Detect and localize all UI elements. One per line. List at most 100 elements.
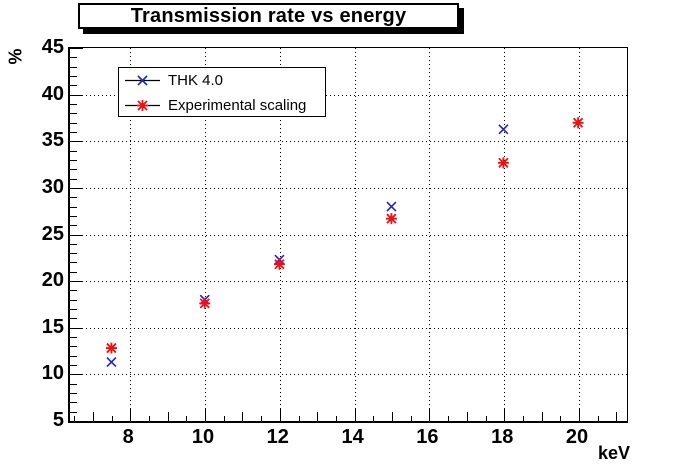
x-tick xyxy=(392,412,393,421)
x-tick xyxy=(560,416,562,421)
data-point-marker xyxy=(572,117,584,129)
y-tick xyxy=(70,383,77,385)
x-tick-label: 10 xyxy=(191,426,215,448)
y-tick xyxy=(70,178,77,180)
x-tick xyxy=(92,412,94,421)
x-marker-icon xyxy=(125,75,160,86)
y-tick xyxy=(70,290,77,292)
horizontal-gridline xyxy=(70,327,627,329)
x-tick xyxy=(410,416,412,421)
y-tick-label: 45 xyxy=(41,36,64,58)
y-tick xyxy=(70,346,77,348)
y-tick xyxy=(70,113,77,115)
legend-label: Experimental scaling xyxy=(168,97,307,114)
y-tick-label: 35 xyxy=(41,129,64,152)
horizontal-gridline xyxy=(70,94,627,96)
y-tick xyxy=(70,122,77,124)
y-tick xyxy=(70,411,77,413)
y-tick xyxy=(70,309,77,311)
asterisk-marker-icon xyxy=(125,100,160,111)
x-tick xyxy=(335,416,337,421)
x-tick-label: 14 xyxy=(341,426,364,448)
x-tick xyxy=(429,408,431,421)
x-tick xyxy=(279,408,281,421)
legend-label: THK 4.0 xyxy=(168,72,224,89)
y-tick xyxy=(70,48,83,49)
marker-layer xyxy=(105,117,584,368)
x-tick xyxy=(317,412,319,421)
y-tick xyxy=(70,234,83,236)
y-tick-label: 20 xyxy=(41,269,64,292)
data-point-marker xyxy=(105,342,117,354)
horizontal-gridline xyxy=(70,141,627,143)
x-tick-label: 12 xyxy=(266,426,289,448)
y-tick-label: 5 xyxy=(52,409,64,431)
x-tick-label: 20 xyxy=(565,426,589,448)
y-tick xyxy=(70,159,77,161)
y-tick xyxy=(70,187,83,189)
horizontal-gridline xyxy=(70,234,627,236)
y-tick xyxy=(70,85,77,87)
tick-layer xyxy=(70,48,627,422)
y-tick xyxy=(70,421,83,422)
x-tick xyxy=(466,412,468,421)
data-point-marker xyxy=(386,201,397,212)
y-tick xyxy=(70,197,77,199)
y-tick xyxy=(70,374,83,376)
y-tick xyxy=(70,337,77,339)
data-point-marker xyxy=(497,157,509,169)
y-tick xyxy=(70,327,83,329)
x-tick xyxy=(448,416,450,421)
x-tick xyxy=(167,412,169,421)
x-tick xyxy=(616,412,618,421)
x-tick xyxy=(579,408,580,421)
legend-entry-thk: THK 4.0 xyxy=(119,68,325,93)
y-tick xyxy=(70,253,77,255)
x-cross-glyph xyxy=(137,75,148,86)
y-tick xyxy=(70,131,77,133)
y-tick xyxy=(70,271,77,273)
x-tick xyxy=(373,416,375,421)
y-tick xyxy=(70,66,77,68)
y-tick xyxy=(70,365,77,367)
x-tick xyxy=(74,416,76,421)
y-tick xyxy=(70,262,77,264)
y-axis-title: % xyxy=(5,48,26,65)
x-tick-label: 18 xyxy=(491,426,514,448)
x-tick xyxy=(597,416,599,421)
legend: THK 4.0 Experimental scaling xyxy=(118,67,326,117)
y-tick xyxy=(70,94,83,96)
y-tick-label: 10 xyxy=(41,362,64,385)
y-tick xyxy=(70,299,77,301)
y-tick xyxy=(70,243,77,245)
x-tick xyxy=(298,416,300,421)
legend-entry-experimental: Experimental scaling xyxy=(119,93,325,118)
x-tick xyxy=(130,408,132,421)
y-tick xyxy=(70,281,83,283)
y-tick xyxy=(70,141,83,143)
x-tick xyxy=(205,408,206,421)
y-tick xyxy=(70,402,77,404)
y-tick xyxy=(70,393,77,395)
x-axis-title: keV xyxy=(597,443,630,463)
data-point-marker xyxy=(498,124,509,135)
x-tick xyxy=(522,416,524,421)
y-tick xyxy=(70,57,77,59)
horizontal-gridline xyxy=(70,187,627,189)
x-tick xyxy=(354,408,356,421)
x-tick xyxy=(261,416,263,421)
horizontal-gridline xyxy=(70,281,627,283)
asterisk-glyph xyxy=(137,100,148,111)
x-tick-label: 16 xyxy=(416,426,439,448)
y-tick xyxy=(70,206,77,208)
chart-title-box: Transmission rate vs energy xyxy=(78,3,459,29)
y-tick-label: 15 xyxy=(41,315,64,338)
x-tick xyxy=(111,416,113,421)
y-tick-label: 25 xyxy=(41,222,64,245)
y-tick xyxy=(70,169,77,171)
x-tick xyxy=(242,412,244,421)
y-tick-label: 40 xyxy=(41,82,64,105)
x-tick xyxy=(504,408,506,421)
y-tick xyxy=(70,150,77,152)
